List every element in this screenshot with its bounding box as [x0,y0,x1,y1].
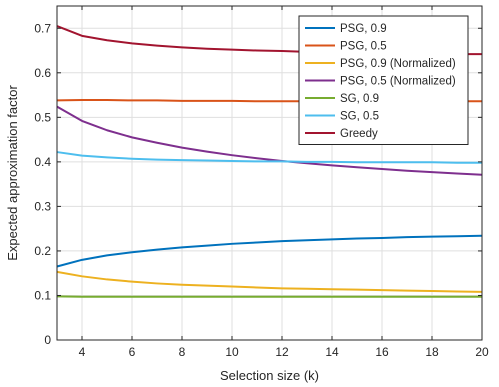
y-tick-label: 0.2 [34,244,51,258]
x-tick-label: 12 [275,345,289,359]
series-line-psg-0-9-normalized [56,270,483,293]
legend-label-sg-0-5: SG, 0.5 [340,111,379,123]
legend-label-psg-0-9: PSG, 0.9 [340,23,387,35]
y-tick-label: 0.3 [34,199,51,213]
series-line-psg-0-9 [56,234,483,268]
y-tick-label: 0.1 [34,288,51,302]
y-tick-label: 0.5 [34,110,51,124]
y-tick-label: 0.4 [34,155,51,169]
legend-label-psg-0-5: PSG, 0.5 [340,41,387,53]
plot-frame [56,5,483,341]
x-tick-label: 18 [425,345,439,359]
axes: 4 6 8 10 12 14 16 18 20 0 0.1 0.2 0.3 0.4 0.5 0.6 0.7 [34,6,489,359]
legend-label-sg-0-9: SG, 0.9 [340,93,379,105]
y-tick-label: 0 [44,333,51,347]
legend: PSG, 0.9 PSG, 0.5 PSG, 0.9 (Normalized) PSG… [298,15,469,145]
series-line-sg-0-5 [56,151,482,164]
y-axis-label: Expected approximation factor [5,85,20,261]
x-tick-label: 4 [79,345,86,359]
legend-label-psg-0-9-normalized: PSG, 0.9 (Normalized) [340,58,456,70]
x-tick-label: 14 [325,345,339,359]
x-tick-label: 16 [375,345,389,359]
legend-label-greedy: Greedy [340,128,378,140]
x-tick-label: 10 [225,345,239,359]
y-tick-label: 0.6 [34,66,51,80]
x-tick-label: 8 [179,345,186,359]
y-tick-label: 0.7 [34,21,51,35]
series-line-psg-0-5-normalized [56,105,483,176]
x-tick-label: 20 [475,345,489,359]
x-axis-label: Selection size (k) [220,368,319,383]
legend-label-psg-0-5-normalized: PSG, 0.5 (Normalized) [340,76,456,88]
series-lines [56,25,483,298]
x-tick-label: 6 [129,345,136,359]
